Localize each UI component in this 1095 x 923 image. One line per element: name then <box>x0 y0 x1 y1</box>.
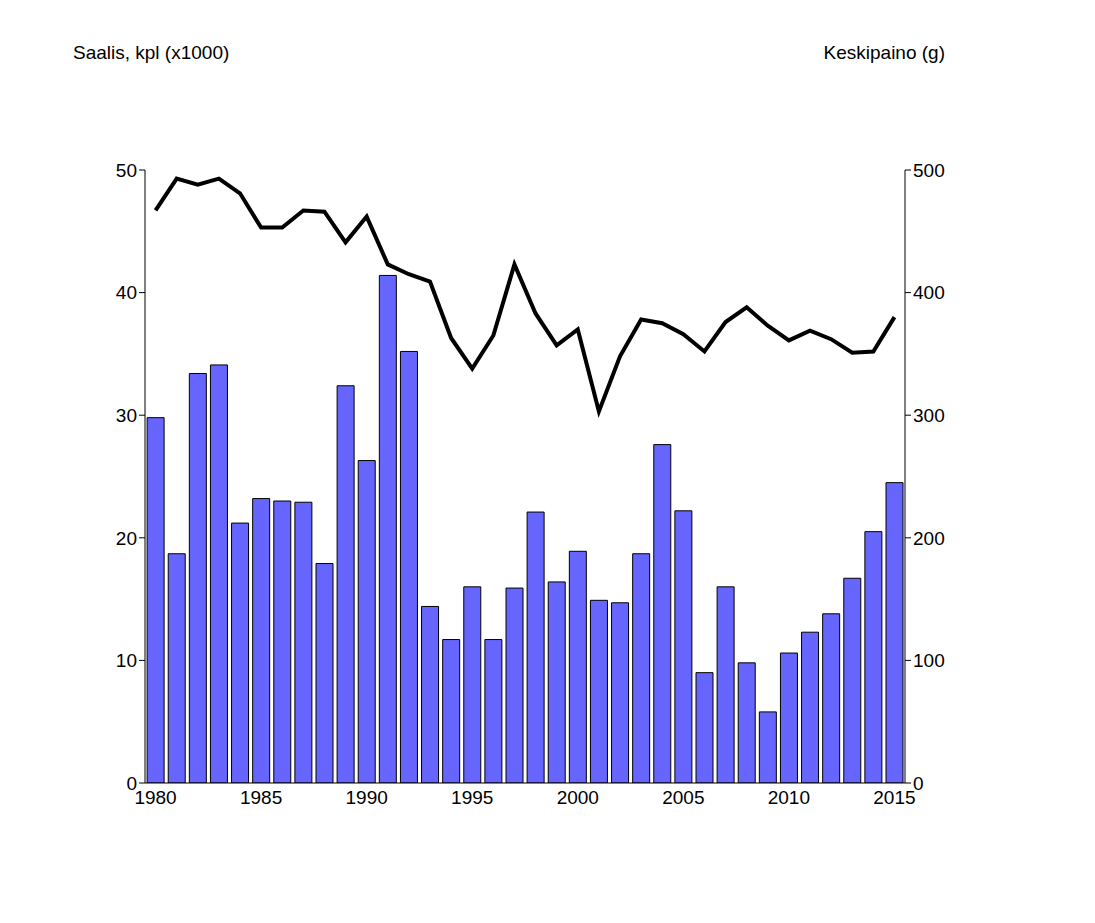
svg-text:2005: 2005 <box>662 787 704 808</box>
svg-text:500: 500 <box>913 160 945 181</box>
svg-text:400: 400 <box>913 282 945 303</box>
svg-text:30: 30 <box>116 405 137 426</box>
svg-text:300: 300 <box>913 405 945 426</box>
svg-text:2000: 2000 <box>557 787 599 808</box>
svg-text:0: 0 <box>913 773 924 794</box>
svg-text:50: 50 <box>116 160 137 181</box>
html-text:Saalis, kpl (x1000): Saalis, kpl (x1000) <box>73 42 230 63</box>
svg-text:200: 200 <box>913 528 945 549</box>
svg-text:20: 20 <box>116 528 137 549</box>
html-text:Keskipaino (g): Keskipaino (g) <box>823 42 945 63</box>
svg-text:40: 40 <box>116 282 137 303</box>
svg-text:0: 0 <box>126 773 137 794</box>
svg-text:100: 100 <box>913 650 945 671</box>
svg-text:2010: 2010 <box>768 787 810 808</box>
svg-text:1990: 1990 <box>346 787 388 808</box>
svg-text:1995: 1995 <box>451 787 493 808</box>
svg-text:2015: 2015 <box>873 787 915 808</box>
svg-text:1980: 1980 <box>134 787 176 808</box>
svg-text:10: 10 <box>116 650 137 671</box>
svg-text:1985: 1985 <box>240 787 282 808</box>
